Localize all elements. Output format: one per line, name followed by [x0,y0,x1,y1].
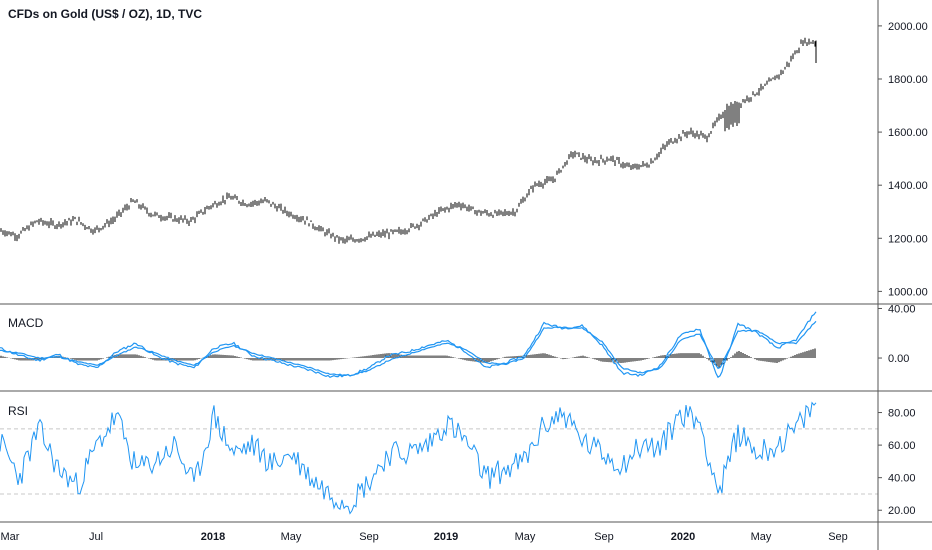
rsi-label: RSI [8,404,28,418]
y-tick-label: 60.00 [888,440,916,452]
rsi-line [0,403,816,514]
x-tick-label: Mar [1,531,20,543]
y-tick-label: 2000.00 [888,21,928,33]
price-candles [1,38,816,244]
y-tick-label: 1000.00 [888,286,928,298]
y-tick-label: 1600.00 [888,127,928,139]
y-tick-label: 1400.00 [888,180,928,192]
chart-title: CFDs on Gold (US$ / OZ), 1D, TVC [8,7,202,21]
x-tick-label: May [751,531,772,543]
y-tick-label: 20.00 [888,505,916,517]
grid-guides [0,429,878,494]
x-tick-label: 2018 [201,531,225,543]
rsi-panel [0,403,816,514]
x-tick-label: Sep [594,531,614,543]
y-tick-label: 80.00 [888,408,916,420]
x-tick-label: 2019 [434,531,458,543]
x-tick-label: Sep [359,531,379,543]
x-tick-label: Jul [89,531,103,543]
y-tick-label: 0.00 [888,353,909,365]
macd-panel [0,312,816,378]
x-tick-label: 2020 [671,531,695,543]
y-tick-label: 40.00 [888,473,916,485]
y-tick-label: 1800.00 [888,74,928,86]
x-tick-label: May [515,531,536,543]
y-tick-label: 40.00 [888,303,916,315]
x-tick-label: May [281,531,302,543]
macd-line [0,312,816,378]
macd-label: MACD [8,316,43,330]
x-tick-label: Sep [828,531,848,543]
y-tick-label: 1200.00 [888,233,928,245]
